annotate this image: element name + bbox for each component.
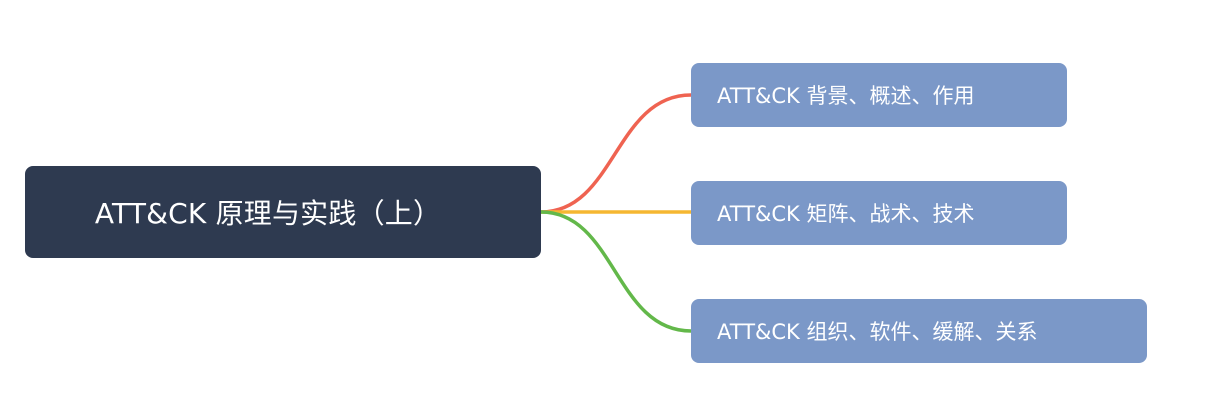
- subtopic-label: ATT&CK 矩阵、战术、技术: [717, 202, 975, 226]
- subtopic-label: ATT&CK 背景、概述、作用: [717, 84, 975, 108]
- root-topic[interactable]: ATT&CK 原理与实践（上）: [25, 166, 541, 258]
- subtopic-label: ATT&CK 组织、软件、缓解、关系: [717, 320, 1038, 344]
- subtopic-background-overview[interactable]: ATT&CK 背景、概述、作用: [691, 63, 1067, 127]
- branch-connector-3: [539, 210, 693, 333]
- subtopic-matrix-tactics[interactable]: ATT&CK 矩阵、战术、技术: [691, 181, 1067, 245]
- root-topic-label: ATT&CK 原理与实践（上）: [94, 197, 442, 230]
- subtopic-groups-software[interactable]: ATT&CK 组织、软件、缓解、关系: [691, 299, 1147, 363]
- branch-connector-1: [539, 93, 693, 214]
